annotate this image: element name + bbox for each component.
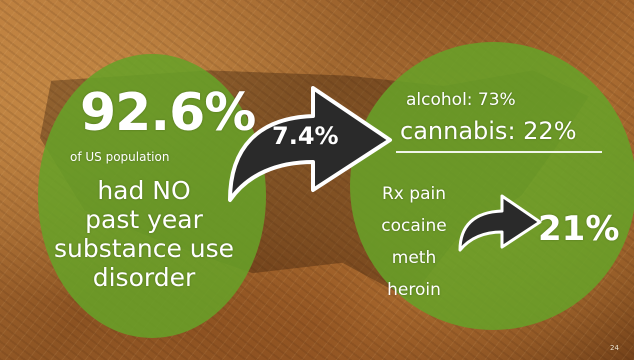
drug-list: Rx pain cocaine meth heroin	[368, 178, 460, 306]
alcohol-stat: alcohol: 73%	[406, 90, 516, 110]
drug-item: cocaine	[368, 210, 460, 242]
other-drugs-percent-label: 21%	[538, 209, 619, 249]
description-line: had NO	[44, 176, 244, 205]
description-line: past year	[44, 205, 244, 234]
drug-item: Rx pain	[368, 178, 460, 210]
drug-item: meth	[368, 242, 460, 274]
small-curved-arrow-right-icon	[454, 192, 544, 254]
drug-item: heroin	[368, 274, 460, 306]
page-number: 24	[610, 344, 619, 352]
description-line: substance use	[44, 234, 244, 263]
population-subtitle: of US population	[70, 150, 220, 164]
no-disorder-description: had NO past year substance use disorder	[44, 176, 244, 292]
divider	[396, 151, 602, 153]
cannabis-stat: cannabis: 22%	[400, 117, 577, 145]
disorder-percent-label: 7.4%	[272, 122, 339, 150]
description-line: disorder	[44, 263, 244, 292]
